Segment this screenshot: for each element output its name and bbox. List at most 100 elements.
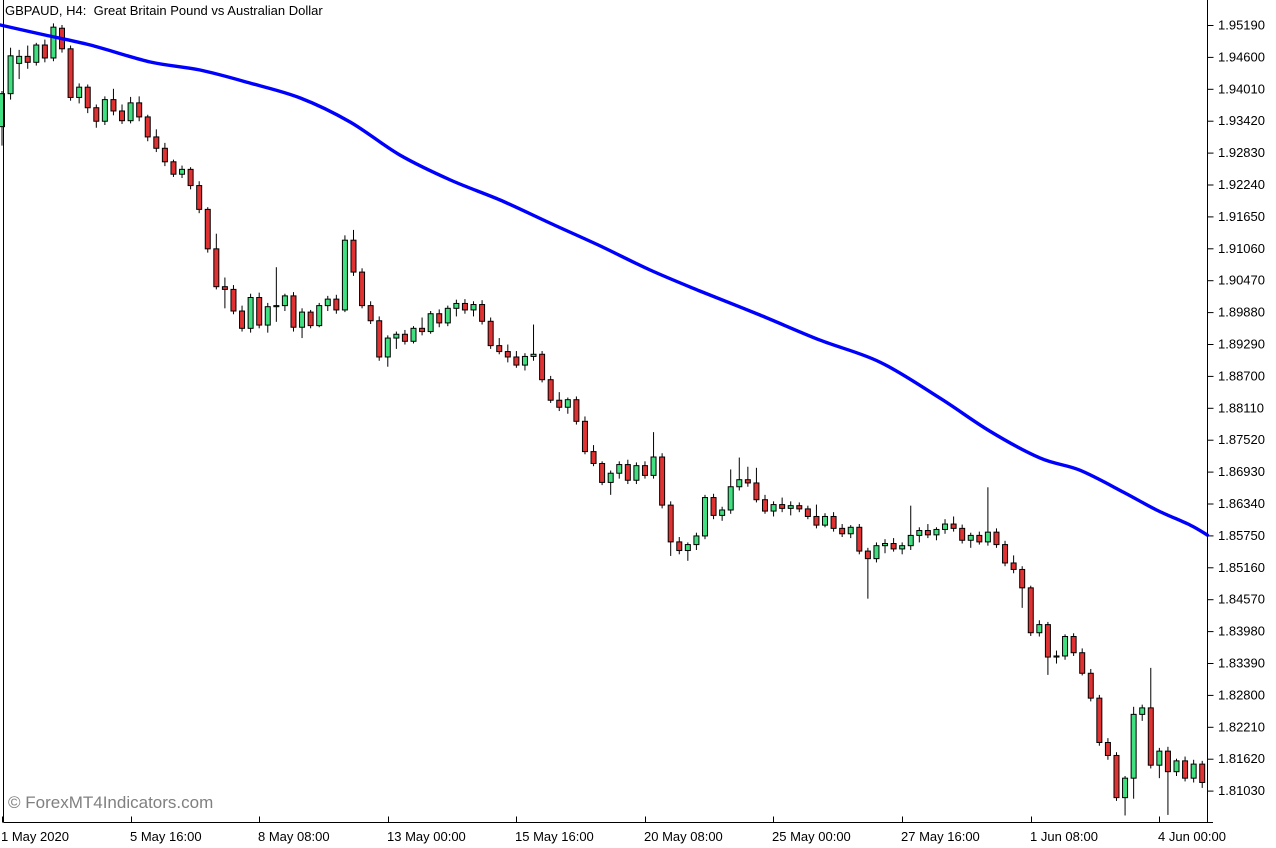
bear-candle [513,356,520,366]
bear-candle [624,464,631,481]
bull-candle [341,239,348,311]
price-tick-label: 1.92240 [1218,177,1265,192]
bear-candle [830,515,837,529]
bull-candle [967,534,974,541]
moving-average-line [0,23,1210,537]
bull-candle [316,305,323,327]
bear-candle [924,530,931,536]
bull-candle [101,99,108,122]
bear-candle [161,147,168,163]
bull-candle [1139,707,1146,715]
bull-candle [521,355,528,366]
bear-candle [204,208,211,250]
bear-candle [856,526,863,552]
bull-candle [247,297,254,329]
bear-candle [1070,636,1077,654]
bull-candle [882,543,889,547]
price-tick-label: 1.82800 [1218,687,1265,702]
time-tick-label: 13 May 00:00 [387,829,466,844]
bear-candle [1010,562,1017,570]
bear-candle [230,288,237,312]
price-tick-label: 1.93420 [1218,113,1265,128]
bull-candle [393,333,400,339]
bear-candle [504,351,511,358]
bull-candle [1122,777,1129,799]
bull-candle [273,305,280,308]
bull-candle [384,337,391,358]
bear-candle [813,515,820,526]
chart-title: GBPAUD, H4: Great Britain Pound vs Austr… [5,3,323,18]
bull-candle [719,509,726,516]
bear-candle [84,86,91,109]
bull-candle [684,544,691,552]
bull-candle [470,304,477,311]
bull-candle [736,479,743,488]
bull-candle [127,102,134,122]
time-tick-label: 15 May 16:00 [515,829,594,844]
bear-candle [256,297,263,326]
bull-candle [427,313,434,333]
bear-candle [1002,544,1009,564]
bear-candle [119,110,126,122]
bear-candle [196,185,203,210]
bull-candle [76,86,83,98]
bear-candle [993,531,1000,546]
bear-candle [213,248,220,288]
bear-candle [1079,652,1086,674]
bull-candle [916,530,923,536]
bear-candle [804,508,811,517]
bear-candle [144,116,151,138]
time-tick-label: 5 May 16:00 [130,829,202,844]
bull-candle [281,295,288,307]
bear-candle [110,99,117,112]
bear-candle [1044,624,1051,658]
bear-candle [556,399,563,408]
bull-candle [1156,750,1163,766]
bear-candle [1027,587,1034,634]
bear-candle [401,333,408,342]
bear-candle [1104,741,1111,756]
bear-candle [359,271,366,307]
bear-candle [864,550,871,560]
bull-candle [693,535,700,546]
bull-candle [179,168,186,175]
price-tick-label: 1.83980 [1218,624,1265,639]
bull-candle [564,399,571,408]
bear-candle [153,136,160,149]
price-tick-label: 1.92830 [1218,145,1265,160]
bear-candle [676,541,683,552]
bear-candle [890,543,897,550]
bear-candle [93,107,100,122]
bear-candle [779,504,786,509]
price-tick-label: 1.88700 [1218,368,1265,383]
bull-candle [50,26,57,59]
price-tick-label: 1.89880 [1218,305,1265,320]
price-tick-label: 1.85750 [1218,528,1265,543]
bear-candle [496,345,503,353]
time-tick-label: 4 Jun 00:00 [1158,829,1226,844]
bull-candle [444,307,451,324]
price-tick-label: 1.95190 [1218,18,1265,33]
time-tick-label: 1 May 2020 [1,829,69,844]
bull-candle [33,44,40,63]
bear-candle [1199,763,1206,783]
bear-candle [539,353,546,381]
price-tick-label: 1.91650 [1218,209,1265,224]
bull-candle [1036,624,1043,634]
time-tick-label: 27 May 16:00 [901,829,980,844]
bear-candle [333,298,340,311]
bull-candle [873,545,880,560]
price-tick-label: 1.83390 [1218,656,1265,671]
bull-candle [1173,760,1180,773]
bear-candle [590,451,597,464]
bear-candle [239,310,246,329]
bear-candle [367,305,374,322]
bull-candle [324,298,331,307]
price-tick-label: 1.84570 [1218,592,1265,607]
bear-candle [976,534,983,543]
bull-candle [410,327,417,342]
price-tick-label: 1.87520 [1218,432,1265,447]
bear-candle [659,456,666,506]
bull-candle [822,515,829,526]
